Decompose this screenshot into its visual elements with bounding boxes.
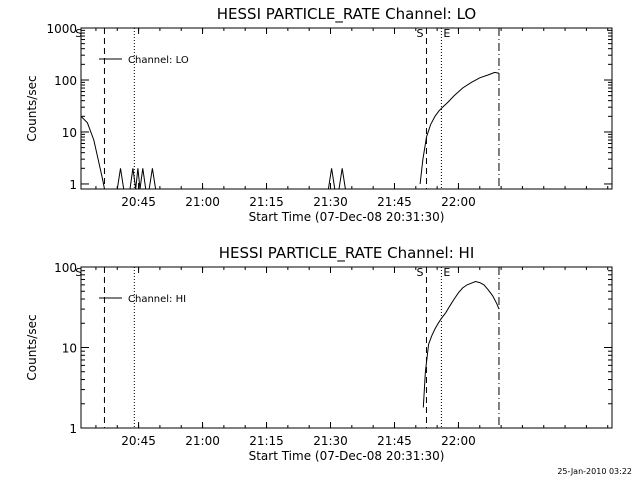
y-axis-label-1: Counts/sec: [25, 75, 39, 141]
marker-label-E: E: [443, 266, 450, 279]
plot-frame-2: [80, 266, 613, 429]
x-tick-label: 20:45: [121, 195, 156, 209]
x-tick-label: 21:00: [185, 195, 220, 209]
y-axis-label-2: Counts/sec: [25, 314, 39, 380]
data-line-segment: [327, 168, 336, 190]
y-tick-label: 10: [62, 342, 77, 356]
x-tick-label: 20:45: [121, 434, 156, 448]
data-line-segment: [116, 168, 125, 190]
y-tick-label: 100: [54, 74, 77, 88]
data-line-segment: [419, 71, 500, 185]
marker-label-S: S: [416, 266, 423, 279]
plot-timestamp: 25-Jan-2010 03:22: [557, 467, 632, 476]
data-line-segment: [139, 168, 147, 190]
x-tick-label: 21:00: [185, 434, 220, 448]
x-tick-label: 21:15: [249, 195, 284, 209]
marker-label-E: E: [443, 27, 450, 40]
y-tick-label: 1: [69, 422, 77, 436]
x-tick-label: 21:15: [249, 434, 284, 448]
x-tick-label: 21:30: [313, 195, 348, 209]
x-tick-label: 21:45: [377, 195, 412, 209]
y-tick-label: 100: [54, 261, 77, 275]
x-tick-label: 22:00: [441, 195, 476, 209]
x-tick-label: 22:00: [441, 434, 476, 448]
legend-label-1: Channel: LO: [128, 55, 189, 66]
marker-label-S: S: [416, 27, 423, 40]
data-line-segment: [129, 168, 141, 190]
marker-label-S: S: [75, 27, 82, 40]
x-tick-label: 21:30: [313, 434, 348, 448]
marker-label-S: S: [75, 266, 82, 279]
x-axis-label-2: Start Time (07-Dec-08 20:31:30): [249, 449, 445, 463]
chart-title-1: HESSI PARTICLE_RATE Channel: LO: [217, 5, 476, 24]
data-line-segment: [80, 115, 105, 190]
x-axis-label-1: Start Time (07-Dec-08 20:31:30): [249, 210, 445, 224]
y-tick-label: 10: [62, 126, 77, 140]
plot-frame-1: [80, 27, 613, 190]
data-line-segment: [148, 168, 157, 190]
x-tick-label: 21:45: [377, 434, 412, 448]
legend-label-2: Channel: HI: [128, 294, 186, 305]
data-line-segment: [338, 168, 346, 190]
chart-title-2: HESSI PARTICLE_RATE Channel: HI: [219, 244, 475, 263]
data-line-segment: [422, 280, 500, 408]
y-tick-label: 1000: [46, 22, 77, 36]
y-tick-label: 1: [69, 178, 77, 192]
